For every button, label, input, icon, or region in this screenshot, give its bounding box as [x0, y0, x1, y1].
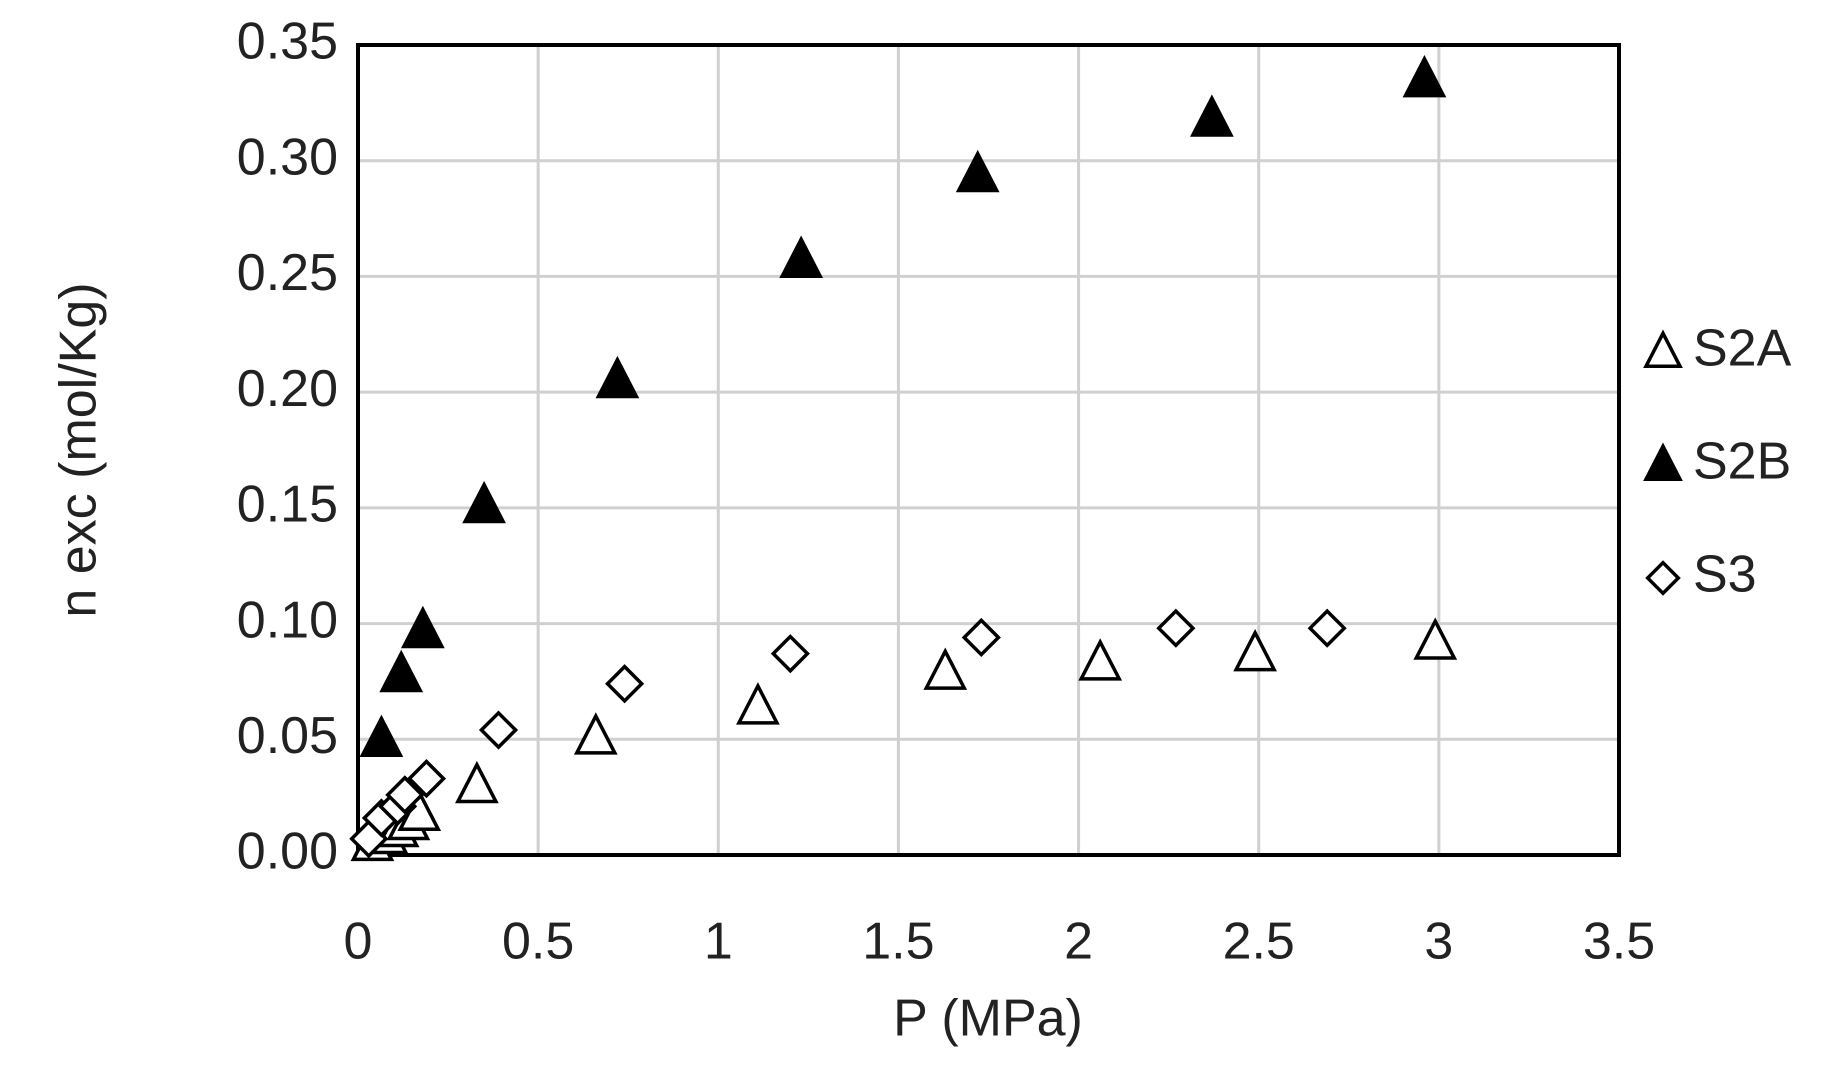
data-point: [961, 617, 1001, 658]
x-tick-label: 3: [1424, 913, 1453, 971]
legend-label: S3: [1693, 546, 1757, 604]
data-point: [923, 647, 968, 690]
data-point: [1156, 608, 1196, 648]
y-tick-label: 0.25: [237, 244, 338, 302]
y-tick-label: 0.30: [237, 128, 338, 186]
x-tick-label: 3.5: [1583, 913, 1655, 971]
data-point: [779, 235, 824, 278]
data-point: [462, 480, 506, 524]
data-point: [605, 664, 645, 704]
legend-marker: [1643, 329, 1683, 369]
data-point: [1413, 617, 1458, 660]
y-tick-label: 0.05: [237, 707, 338, 765]
plot-frame: [356, 43, 1621, 857]
x-tick-label: 1: [704, 913, 733, 971]
y-axis-label: n exc (mol/Kg): [50, 282, 108, 617]
x-tick-label: 2.5: [1223, 913, 1295, 971]
x-tick-label: 1.5: [862, 913, 934, 971]
data-point: [595, 355, 640, 399]
legend-label: S2B: [1693, 433, 1791, 491]
y-tick-label: 0.00: [237, 823, 338, 881]
data-point: [385, 775, 425, 815]
data-point: [955, 149, 1000, 193]
y-tick-label: 0.35: [237, 13, 338, 71]
data-point: [400, 605, 445, 649]
data-point: [736, 682, 780, 725]
y-tick-label: 0.15: [237, 476, 338, 534]
data-point: [1402, 54, 1447, 98]
data-point: [1190, 94, 1234, 137]
data-point: [359, 714, 404, 757]
data-point: [478, 710, 519, 750]
data-point: [770, 634, 810, 674]
data-point: [573, 712, 618, 755]
legend-marker: [1645, 560, 1681, 596]
y-tick-label: 0.10: [237, 591, 338, 649]
data-point: [406, 759, 447, 799]
data-point: [379, 649, 424, 693]
data-point: [1233, 628, 1277, 672]
x-tick-label: 0: [344, 913, 373, 971]
data-point: [1307, 608, 1347, 648]
data-point: [1078, 638, 1123, 681]
x-tick-label: 0.5: [502, 913, 574, 971]
x-axis-label: P (MPa): [893, 990, 1083, 1048]
x-tick-label: 2: [1064, 913, 1093, 971]
legend-marker: [1643, 442, 1683, 482]
y-tick-label: 0.20: [237, 360, 338, 418]
legend-label: S2A: [1693, 320, 1792, 378]
data-point: [455, 760, 499, 804]
